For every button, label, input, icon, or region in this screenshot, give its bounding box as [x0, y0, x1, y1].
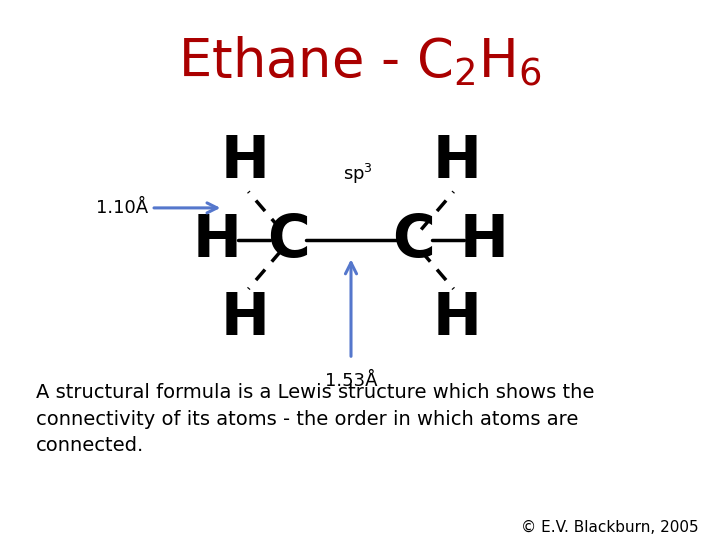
Text: C: C [266, 212, 310, 269]
Text: sp$^3$: sp$^3$ [343, 162, 373, 186]
Text: A structural formula is a Lewis structure which shows the
connectivity of its at: A structural formula is a Lewis structur… [36, 383, 595, 455]
Text: H: H [220, 290, 269, 347]
Text: 1.10Å: 1.10Å [96, 199, 148, 217]
Text: H: H [220, 133, 269, 191]
Text: H: H [433, 133, 482, 191]
Text: H: H [193, 212, 242, 269]
Text: C: C [392, 212, 436, 269]
Text: Ethane - C$_2$H$_6$: Ethane - C$_2$H$_6$ [178, 35, 542, 89]
Text: © E.V. Blackburn, 2005: © E.V. Blackburn, 2005 [521, 519, 698, 535]
Text: 1.53Å: 1.53Å [325, 372, 377, 390]
Text: H: H [433, 290, 482, 347]
Text: H: H [460, 212, 509, 269]
